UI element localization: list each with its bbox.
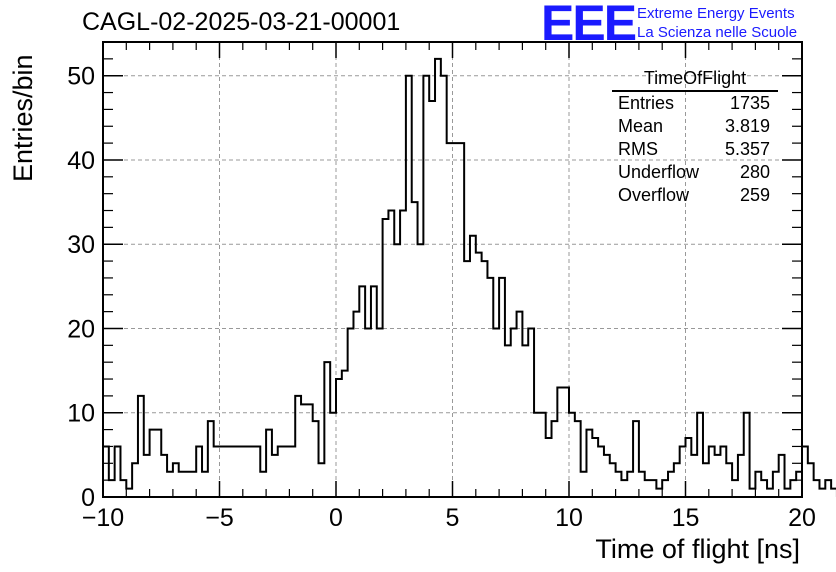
x-tick-label: −5	[205, 504, 234, 532]
y-tick-label: 40	[67, 147, 95, 175]
stats-value: 259	[739, 185, 770, 205]
stats-label: RMS	[618, 139, 658, 159]
stats-title: TimeOfFlight	[612, 68, 778, 92]
stats-value: 1735	[729, 93, 770, 113]
stats-value: 5.357	[724, 139, 770, 159]
logo-caption: Extreme Energy Events La Scienza nelle S…	[637, 4, 797, 42]
histogram-series	[102, 57, 836, 497]
stats-label: Underflow	[618, 162, 700, 182]
y-axis-label: Entries/bin	[8, 54, 38, 182]
stats-row-underflow: Underflow 280	[612, 161, 778, 184]
logo-line-2: La Scienza nelle Scuole	[637, 24, 798, 41]
x-tick-label: −10	[82, 504, 124, 532]
stats-value: 280	[739, 162, 770, 182]
stats-box: TimeOfFlight Entries 1735 Mean 3.819 RMS 5.…	[612, 68, 778, 207]
stats-label: Overflow	[618, 185, 690, 205]
stats-row-rms: RMS 5.357	[612, 138, 778, 161]
x-tick-label: 0	[329, 504, 343, 532]
x-tick-label: 5	[446, 504, 460, 532]
logo-line-1: Extreme Energy Events	[637, 5, 795, 22]
y-tick-label: 20	[67, 315, 95, 343]
stats-row-mean: Mean 3.819	[612, 115, 778, 138]
stats-label: Mean	[618, 116, 664, 136]
eee-logo: EEE	[541, 0, 637, 51]
stats-row-overflow: Overflow 259	[612, 184, 778, 207]
grid	[103, 42, 802, 497]
y-tick-label: 30	[67, 231, 95, 259]
x-tick-label: 10	[555, 504, 583, 532]
stats-value: 3.819	[724, 116, 770, 136]
y-tick-label: 10	[67, 400, 95, 428]
stats-label: Entries	[618, 93, 675, 113]
stats-row-entries: Entries 1735	[612, 92, 778, 115]
x-tick-label: 20	[788, 504, 816, 532]
y-tick-label: 0	[81, 484, 95, 512]
axis-ticks: −10 −5 0 5 10 15 20 0 10 20 30 40 50	[67, 41, 816, 532]
x-axis-label: Time of flight [ns]	[595, 534, 800, 564]
x-tick-label: 15	[672, 504, 700, 532]
chart-title: CAGL-02-2025-03-21-00001	[82, 8, 401, 36]
y-tick-label: 50	[67, 63, 95, 91]
